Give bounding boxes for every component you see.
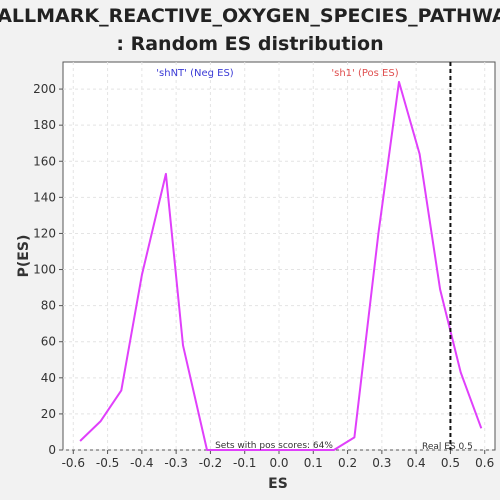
y-tick-label: 100 — [33, 263, 56, 277]
y-axis-title: P(ES) — [16, 235, 32, 278]
x-axis-ticks: -0.6 -0.5 -0.4 -0.3 -0.2 -0.1 0.0 0.1 0.2 0.3 0.4 0… — [62, 450, 494, 470]
series-group — [79, 80, 483, 451]
pos-scores-text: Sets with pos scores: 64% — [215, 441, 333, 451]
pos-es-label: 'sh1' (Pos ES) — [331, 68, 398, 79]
x-tick-label: 0.5 — [441, 456, 460, 470]
y-tick-label: 160 — [33, 154, 56, 168]
y-tick-label: 40 — [41, 371, 56, 385]
x-tick-label: 0.4 — [407, 456, 426, 470]
y-tick-label: 60 — [41, 335, 56, 349]
neg-es-label: 'shNT' (Neg ES) — [156, 68, 234, 79]
chart-title-line-1: HALLMARK_REACTIVE_OXYGEN_SPECIES_PATHWAY — [0, 5, 500, 27]
y-tick-label: 140 — [33, 190, 56, 204]
x-axis-title: ES — [268, 476, 288, 492]
series-line — [79, 80, 483, 451]
x-tick-label: 0.6 — [475, 456, 494, 470]
x-tick-label: 0.1 — [304, 456, 323, 470]
y-axis-ticks: 0 20 40 60 80 100 120 140 160 180 200 — [33, 82, 63, 457]
x-tick-label: 0.2 — [338, 456, 357, 470]
y-tick-label: 0 — [48, 443, 56, 457]
y-tick-label: 20 — [41, 407, 56, 421]
x-tick-label: -0.3 — [164, 456, 187, 470]
y-tick-label: 200 — [33, 82, 56, 96]
y-tick-label: 180 — [33, 118, 56, 132]
y-tick-label: 120 — [33, 226, 56, 240]
real-es-label: Real ES 0.5 — [422, 442, 473, 452]
x-tick-label: 0.3 — [372, 456, 391, 470]
x-tick-label: -0.4 — [130, 456, 153, 470]
chart-title-line-2: : Random ES distribution — [116, 33, 383, 55]
x-tick-label: -0.6 — [62, 456, 85, 470]
x-tick-label: 0.0 — [269, 456, 288, 470]
x-tick-label: -0.5 — [96, 456, 119, 470]
grid — [63, 62, 495, 451]
x-tick-label: -0.1 — [233, 456, 256, 470]
y-tick-label: 80 — [41, 299, 56, 313]
x-tick-label: -0.2 — [199, 456, 222, 470]
